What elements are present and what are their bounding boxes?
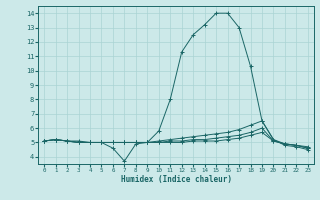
- X-axis label: Humidex (Indice chaleur): Humidex (Indice chaleur): [121, 175, 231, 184]
